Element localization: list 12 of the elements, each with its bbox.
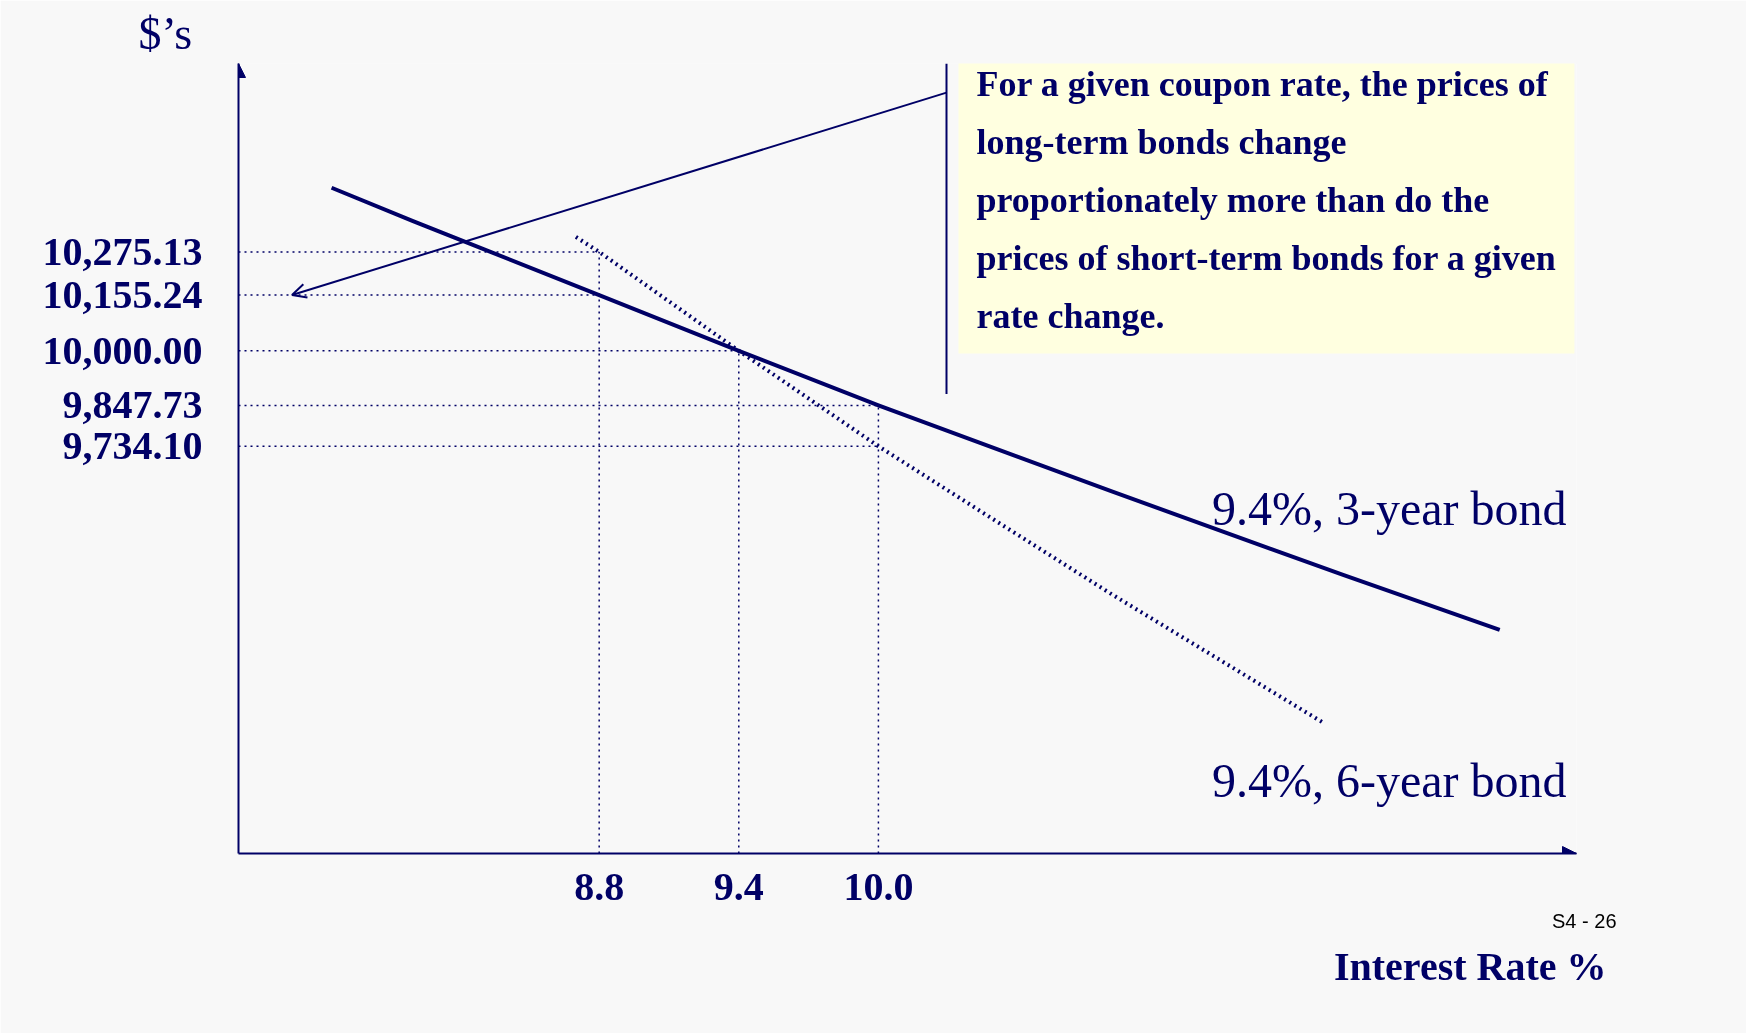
series-label: 9.4%, 6-year bond — [1211, 753, 1567, 807]
y-tick-label: 10,155.24 — [42, 272, 203, 318]
y-axis-title: $’s — [138, 7, 193, 59]
x-axis-title: Interest Rate % — [1333, 943, 1607, 989]
annotation: For a given coupon rate, the prices of long-term bonds change proportionately more than do the prices of short-term bonds for a given rate change. — [976, 63, 1556, 336]
text: S4 - 26 — [1552, 909, 1617, 932]
series-label: 9.4%, 3-year bond — [1211, 481, 1567, 535]
x-tick-label: 10.0 — [843, 863, 914, 909]
y-tick-label: 10,000.00 — [42, 327, 203, 373]
x-tick-label: 8.8 — [574, 863, 625, 909]
y-tick-label: 10,275.13 — [42, 228, 203, 274]
x-tick-label: 9.4 — [713, 863, 764, 909]
